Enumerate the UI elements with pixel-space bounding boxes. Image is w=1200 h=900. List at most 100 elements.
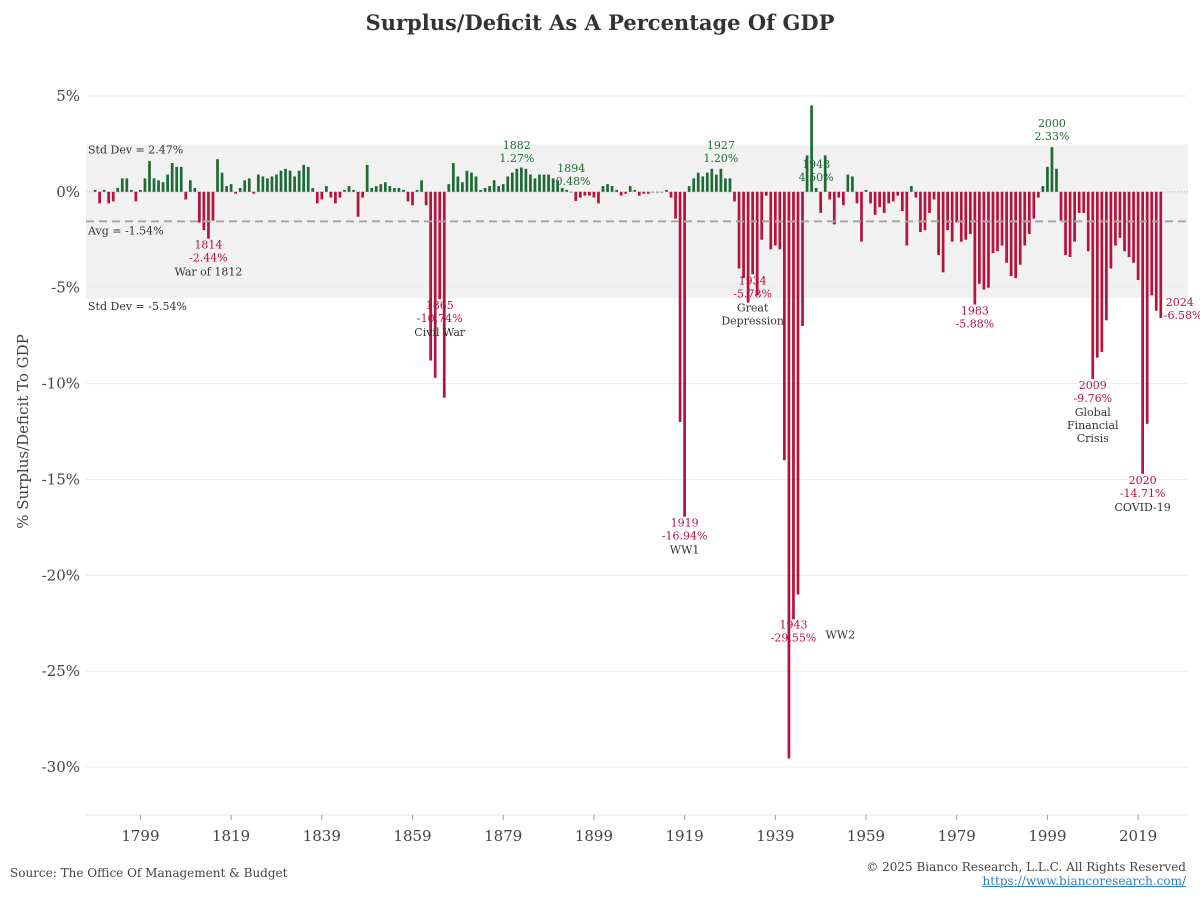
bar bbox=[1068, 191, 1072, 258]
annotation-year: 1948 bbox=[802, 158, 830, 171]
annotation-value: 2.33% bbox=[1034, 130, 1069, 143]
bar bbox=[814, 187, 818, 192]
bar bbox=[760, 191, 764, 240]
bar bbox=[578, 191, 582, 198]
bar bbox=[569, 191, 573, 193]
bar bbox=[1023, 191, 1027, 246]
bar bbox=[388, 186, 392, 192]
bar bbox=[674, 191, 677, 219]
bar bbox=[955, 191, 959, 223]
bar bbox=[1041, 186, 1045, 192]
annotation-value: -2.44% bbox=[189, 252, 228, 265]
bar bbox=[311, 187, 315, 192]
bar bbox=[769, 191, 773, 250]
bar bbox=[751, 191, 755, 275]
bar bbox=[1136, 191, 1140, 281]
annotation-year: 2009 bbox=[1079, 379, 1107, 392]
bar bbox=[447, 184, 451, 192]
std-upper-label: Std Dev = 2.47% bbox=[88, 143, 183, 156]
bar bbox=[501, 184, 505, 192]
bar bbox=[710, 168, 714, 192]
x-tick-label: 1999 bbox=[1028, 827, 1066, 845]
x-tick-label: 1799 bbox=[121, 827, 159, 845]
bar bbox=[510, 172, 514, 192]
bar bbox=[415, 189, 419, 192]
bar bbox=[792, 191, 795, 620]
bar bbox=[143, 178, 147, 192]
bar bbox=[429, 191, 433, 361]
annotation-value: 1.27% bbox=[499, 152, 534, 165]
y-tick-label: -20% bbox=[42, 566, 80, 584]
bar bbox=[851, 176, 854, 192]
bar bbox=[610, 186, 614, 192]
bar bbox=[542, 174, 546, 192]
annotation-value: -5.88% bbox=[956, 318, 995, 331]
website-link[interactable]: https://www.biancoresearch.com/ bbox=[982, 874, 1186, 888]
bar bbox=[161, 182, 165, 192]
bar bbox=[1055, 168, 1058, 192]
bar bbox=[565, 189, 569, 192]
bar bbox=[964, 191, 968, 240]
annotation-year: 1983 bbox=[961, 305, 989, 318]
bar bbox=[896, 191, 900, 196]
bar bbox=[696, 172, 700, 192]
annotation-year: 1943 bbox=[779, 618, 807, 631]
bar bbox=[1141, 191, 1145, 474]
bar bbox=[946, 191, 950, 231]
source-note: Source: The Office Of Management & Budge… bbox=[10, 866, 288, 880]
bar bbox=[474, 176, 478, 192]
bar bbox=[470, 172, 473, 192]
bar bbox=[111, 191, 115, 202]
bar bbox=[1100, 191, 1104, 352]
bar bbox=[529, 174, 532, 192]
bar bbox=[216, 159, 219, 192]
bar bbox=[116, 187, 120, 192]
bar bbox=[701, 176, 705, 192]
bar bbox=[864, 189, 868, 192]
bar bbox=[406, 191, 410, 202]
x-tick-label: 1939 bbox=[756, 827, 794, 845]
bar bbox=[533, 178, 537, 192]
bar bbox=[991, 191, 995, 254]
bar bbox=[601, 186, 605, 192]
bar bbox=[175, 166, 179, 192]
annotation-event: WW1 bbox=[670, 544, 700, 557]
bar bbox=[846, 174, 850, 192]
bar bbox=[1014, 191, 1018, 279]
bar bbox=[547, 174, 550, 192]
bar bbox=[1005, 191, 1008, 263]
bar bbox=[315, 191, 319, 204]
bar bbox=[492, 180, 496, 192]
y-tick-label: -30% bbox=[42, 758, 80, 776]
bar bbox=[959, 191, 963, 242]
bar bbox=[950, 191, 954, 242]
bar bbox=[973, 191, 977, 305]
bar bbox=[1118, 191, 1122, 238]
bar bbox=[683, 191, 686, 517]
bar bbox=[773, 191, 777, 246]
bar bbox=[202, 191, 206, 231]
bar bbox=[293, 176, 296, 192]
bar bbox=[1105, 191, 1108, 321]
bar bbox=[982, 191, 986, 290]
bar bbox=[715, 174, 718, 192]
bar bbox=[932, 191, 936, 200]
bar bbox=[98, 191, 101, 204]
bar bbox=[692, 178, 696, 192]
bar bbox=[306, 166, 310, 192]
bar bbox=[1077, 191, 1081, 213]
bar bbox=[279, 170, 283, 192]
bar bbox=[139, 189, 142, 192]
bar bbox=[225, 186, 228, 192]
bar bbox=[1050, 147, 1054, 192]
bar bbox=[1145, 191, 1149, 424]
bar bbox=[129, 189, 133, 192]
bar bbox=[438, 191, 442, 300]
bar bbox=[125, 178, 129, 192]
bar bbox=[329, 191, 333, 198]
y-tick-label: 0% bbox=[56, 183, 80, 201]
bar bbox=[755, 191, 759, 296]
y-tick-label: -5% bbox=[51, 279, 80, 297]
bar bbox=[170, 163, 174, 192]
bar bbox=[488, 186, 491, 192]
